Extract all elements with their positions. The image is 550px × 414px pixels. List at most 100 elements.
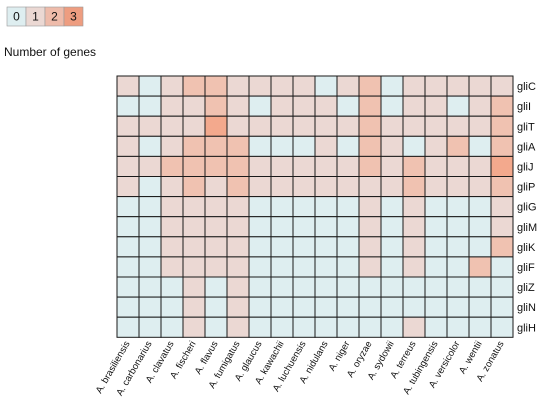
heatmap-cell: [468, 296, 492, 318]
heatmap-cell: [182, 196, 206, 218]
heatmap-cell: [204, 75, 228, 97]
heatmap-cell: [424, 276, 448, 298]
heatmap-cell: [226, 236, 250, 258]
heatmap-cell: [292, 196, 316, 218]
heatmap-cell: [292, 155, 316, 177]
heatmap-cell: [314, 196, 338, 218]
heatmap-cell: [380, 155, 404, 177]
heatmap-cell: [270, 196, 294, 218]
heatmap-cell: [182, 296, 206, 318]
heatmap-cell: [292, 276, 316, 298]
heatmap-cell: [248, 256, 272, 278]
row-label: gliP: [517, 182, 535, 194]
heatmap-cell: [446, 75, 470, 97]
heatmap-cell: [292, 256, 316, 278]
heatmap-cell: [182, 75, 206, 97]
heatmap-cell: [424, 135, 448, 157]
heatmap-cell: [314, 296, 338, 318]
legend-label-2: 2: [51, 10, 58, 24]
row-label: gliI: [517, 101, 531, 113]
heatmap-cell: [270, 176, 294, 198]
heatmap-cell: [116, 115, 140, 137]
heatmap-cell: [446, 236, 470, 258]
heatmap-cell: [314, 236, 338, 258]
heatmap-cell: [248, 95, 272, 117]
heatmap-cell: [380, 115, 404, 137]
row-label: gliC: [517, 81, 536, 93]
heatmap-cell: [182, 256, 206, 278]
heatmap-cell: [204, 236, 228, 258]
heatmap-cell: [248, 75, 272, 97]
heatmap-cell: [270, 75, 294, 97]
heatmap-cell: [446, 316, 470, 338]
heatmap-cell: [358, 256, 382, 278]
heatmap-cell: [402, 135, 426, 157]
heatmap-cell: [336, 155, 360, 177]
heatmap-cell: [292, 236, 316, 258]
heatmap-cell: [446, 155, 470, 177]
heatmap-cell: [490, 176, 514, 198]
heatmap-cell: [204, 176, 228, 198]
heatmap-cell: [468, 276, 492, 298]
heatmap-cell: [402, 75, 426, 97]
heatmap-cell: [160, 256, 184, 278]
heatmap-cell: [270, 216, 294, 238]
heatmap-cell: [116, 296, 140, 318]
heatmap-cell: [424, 256, 448, 278]
heatmap-cell: [160, 276, 184, 298]
heatmap-cell: [468, 135, 492, 157]
heatmap-cell: [270, 276, 294, 298]
heatmap-cell: [358, 216, 382, 238]
heatmap-cell: [336, 75, 360, 97]
heatmap-cell: [424, 296, 448, 318]
heatmap-cell: [336, 135, 360, 157]
legend-label-0: 0: [13, 10, 20, 24]
legend-label-1: 1: [32, 10, 39, 24]
heatmap-cell: [204, 95, 228, 117]
heatmap-cell: [358, 155, 382, 177]
heatmap-cell: [292, 135, 316, 157]
heatmap-cell: [358, 236, 382, 258]
heatmap-cell: [182, 135, 206, 157]
heatmap-cell: [292, 176, 316, 198]
row-label: gliT: [517, 121, 535, 133]
heatmap-cell: [138, 276, 162, 298]
heatmap-cell: [248, 276, 272, 298]
heatmap-cell: [204, 256, 228, 278]
heatmap-cell: [138, 236, 162, 258]
heatmap-cell: [336, 115, 360, 137]
heatmap-cell: [204, 276, 228, 298]
heatmap-cell: [182, 236, 206, 258]
heatmap-cell: [490, 155, 514, 177]
heatmap-cell: [204, 135, 228, 157]
heatmap-cell: [116, 316, 140, 338]
row-labels: gliC gliI gliT gliA gliJ gliP gliG gliM gliK gliF…: [517, 81, 537, 334]
heatmap-cell: [468, 95, 492, 117]
heatmap-cell: [138, 155, 162, 177]
heatmap-cell: [402, 176, 426, 198]
heatmap-cell: [116, 155, 140, 177]
heatmap-cell: [380, 196, 404, 218]
heatmap-cell: [248, 115, 272, 137]
legend-label-3: 3: [70, 10, 77, 24]
heatmap-cell: [380, 176, 404, 198]
heatmap-cell: [314, 216, 338, 238]
heatmap-cell: [248, 176, 272, 198]
heatmap-cell: [402, 236, 426, 258]
heatmap-cell: [226, 216, 250, 238]
heatmap-cell: [226, 296, 250, 318]
heatmap-cell: [490, 256, 514, 278]
row-label: gliH: [517, 322, 536, 334]
heatmap-cell: [314, 155, 338, 177]
heatmap-cell: [314, 95, 338, 117]
heatmap-cell: [358, 296, 382, 318]
legend-title: Number of genes: [4, 45, 96, 59]
heatmap-cell: [270, 256, 294, 278]
heatmap-cell: [160, 236, 184, 258]
heatmap-cell: [424, 196, 448, 218]
heatmap-cell: [160, 115, 184, 137]
heatmap-cell: [182, 95, 206, 117]
heatmap-cell: [490, 196, 514, 218]
heatmap-cell: [204, 296, 228, 318]
